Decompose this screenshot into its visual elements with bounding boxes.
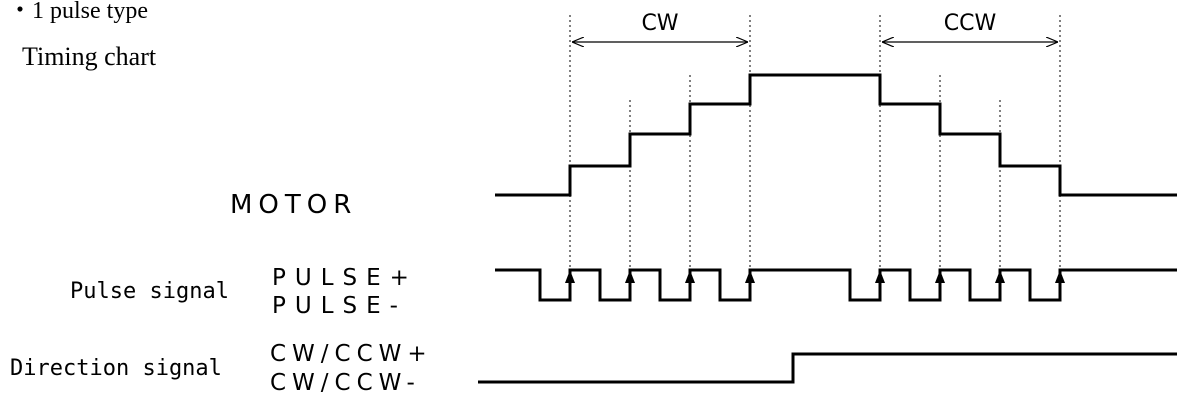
- rising-edge-arrow: [995, 270, 1005, 283]
- rising-edge-arrow: [745, 270, 755, 283]
- direction-waveform: [478, 352, 1177, 384]
- guide-lines: [569, 15, 1061, 268]
- rising-edge-arrow: [1055, 270, 1065, 283]
- motor-label: MOTOR: [230, 190, 357, 220]
- section-title: ・1 pulse type: [8, 0, 148, 24]
- direction-plus-label: CW/CCW+: [270, 341, 433, 367]
- cw-interval-label: CW: [641, 11, 678, 36]
- rising-edge-arrow: [625, 270, 635, 283]
- ccw-interval-label: CCW: [944, 11, 997, 36]
- rising-edge-arrow: [685, 270, 695, 283]
- rising-edge-arrow: [565, 270, 575, 283]
- rising-edge-arrow: [875, 270, 885, 283]
- chart-subtitle: Timing chart: [22, 42, 157, 71]
- rising-edge-arrow: [935, 270, 945, 283]
- pulse-plus-label: PULSE+: [272, 265, 418, 291]
- pulse-waveform: [495, 268, 1177, 302]
- direction-minus-label: CW/CCW-: [270, 370, 421, 396]
- pulse-minus-label: PULSE-: [272, 293, 407, 319]
- direction-signal-label: Direction signal: [10, 356, 222, 381]
- rising-edge-markers: [565, 270, 1065, 283]
- pulse-signal-label: Pulse signal: [70, 279, 229, 304]
- motor-waveform: [495, 73, 1177, 197]
